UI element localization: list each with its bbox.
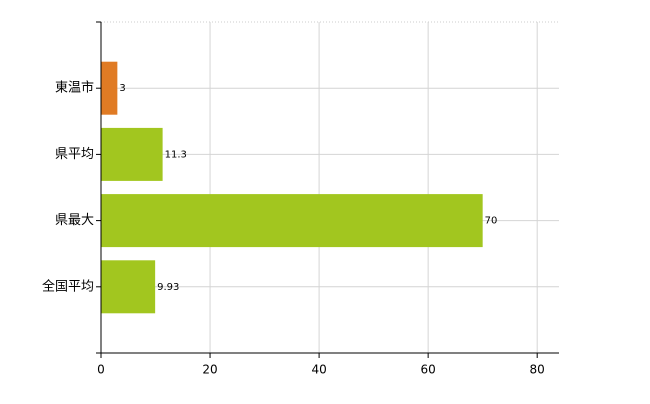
value-label: 9.93 [157, 282, 179, 293]
value-label: 3 [119, 83, 125, 94]
x-tick-label: 0 [97, 363, 105, 377]
y-tick-label: 県最大 [55, 213, 94, 228]
bar [101, 194, 483, 248]
x-tick-label: 80 [530, 363, 545, 377]
bar [101, 61, 118, 115]
y-tick-label: 全国平均 [42, 278, 94, 294]
bar [101, 127, 163, 181]
x-tick-label: 60 [421, 363, 436, 377]
value-label: 70 [485, 216, 498, 227]
value-label: 11.3 [165, 149, 187, 160]
x-tick-label: 20 [202, 363, 217, 377]
y-tick-label: 県平均 [55, 147, 94, 162]
bar [101, 260, 156, 314]
x-tick-label: 40 [311, 363, 326, 377]
y-tick-label: 東温市 [55, 80, 94, 96]
